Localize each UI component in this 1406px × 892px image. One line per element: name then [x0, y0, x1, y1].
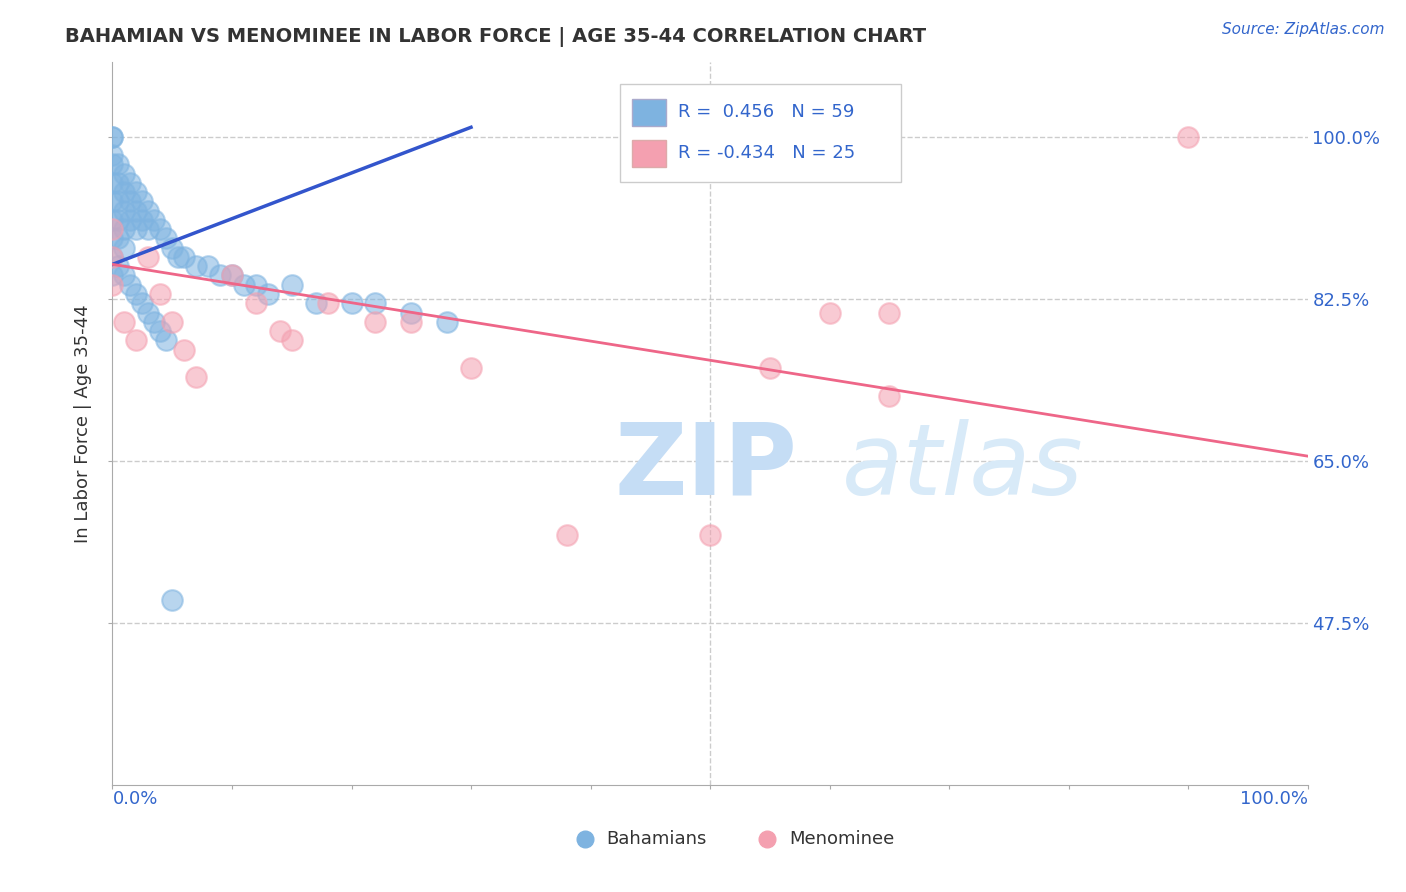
- Point: [101, 250, 124, 264]
- Point: [101, 176, 124, 190]
- Point: [101, 213, 124, 227]
- FancyBboxPatch shape: [620, 84, 901, 182]
- Point: [101, 268, 124, 283]
- Point: [101, 129, 124, 144]
- Point: [173, 343, 195, 357]
- Point: [114, 268, 135, 283]
- Bar: [633, 140, 666, 167]
- Point: [107, 259, 129, 273]
- Point: [143, 315, 166, 329]
- Point: [340, 296, 363, 310]
- Point: [173, 250, 195, 264]
- Point: [107, 231, 129, 245]
- Point: [818, 305, 841, 319]
- Point: [101, 129, 124, 144]
- Point: [114, 222, 135, 236]
- Point: [245, 277, 267, 292]
- Point: [401, 315, 423, 329]
- Point: [879, 305, 901, 319]
- Point: [460, 361, 482, 376]
- Point: [233, 277, 256, 292]
- Point: [125, 222, 148, 236]
- Text: Menominee: Menominee: [789, 830, 894, 848]
- Point: [101, 157, 124, 171]
- Point: [364, 315, 387, 329]
- Point: [138, 203, 160, 218]
- Point: [221, 268, 243, 283]
- Point: [186, 259, 208, 273]
- Point: [436, 315, 458, 329]
- Point: [101, 250, 124, 264]
- Point: [155, 231, 177, 245]
- Text: BAHAMIAN VS MENOMINEE IN LABOR FORCE | AGE 35-44 CORRELATION CHART: BAHAMIAN VS MENOMINEE IN LABOR FORCE | A…: [65, 27, 925, 46]
- Point: [101, 231, 124, 245]
- Point: [125, 287, 148, 301]
- Point: [759, 361, 782, 376]
- Point: [107, 194, 129, 209]
- Point: [364, 296, 387, 310]
- Point: [879, 389, 901, 403]
- Point: [245, 296, 267, 310]
- Point: [138, 222, 160, 236]
- Text: ZIP: ZIP: [614, 418, 797, 516]
- Point: [101, 148, 124, 162]
- Point: [143, 213, 166, 227]
- Point: [162, 592, 183, 607]
- Text: Source: ZipAtlas.com: Source: ZipAtlas.com: [1222, 22, 1385, 37]
- Point: [401, 305, 423, 319]
- Point: [120, 213, 142, 227]
- Point: [305, 296, 328, 310]
- Point: [107, 213, 129, 227]
- Text: atlas: atlas: [842, 418, 1083, 516]
- Point: [149, 222, 172, 236]
- Point: [107, 157, 129, 171]
- Point: [197, 259, 219, 273]
- Point: [316, 296, 339, 310]
- Point: [131, 194, 153, 209]
- Point: [555, 528, 578, 542]
- Point: [149, 287, 172, 301]
- Text: R = -0.434   N = 25: R = -0.434 N = 25: [678, 144, 855, 161]
- Point: [186, 370, 208, 384]
- Text: 100.0%: 100.0%: [1240, 789, 1308, 807]
- Point: [120, 194, 142, 209]
- Point: [114, 167, 135, 181]
- Point: [138, 305, 160, 319]
- Point: [114, 185, 135, 199]
- Point: [1177, 129, 1199, 144]
- Point: [101, 194, 124, 209]
- Point: [155, 334, 177, 348]
- Point: [281, 277, 304, 292]
- Point: [120, 277, 142, 292]
- Point: [167, 250, 190, 264]
- Point: [162, 315, 183, 329]
- Point: [221, 268, 243, 283]
- Point: [120, 176, 142, 190]
- Text: Bahamians: Bahamians: [606, 830, 706, 848]
- Point: [107, 176, 129, 190]
- Point: [125, 334, 148, 348]
- Point: [281, 334, 304, 348]
- Point: [125, 185, 148, 199]
- Point: [101, 222, 124, 236]
- Point: [125, 203, 148, 218]
- Point: [114, 203, 135, 218]
- Y-axis label: In Labor Force | Age 35-44: In Labor Force | Age 35-44: [75, 304, 93, 543]
- Point: [114, 315, 135, 329]
- Point: [269, 324, 291, 338]
- Bar: [633, 98, 666, 126]
- Point: [257, 287, 280, 301]
- Point: [138, 250, 160, 264]
- Point: [131, 213, 153, 227]
- Point: [114, 241, 135, 255]
- Point: [209, 268, 232, 283]
- Point: [131, 296, 153, 310]
- Text: R =  0.456   N = 59: R = 0.456 N = 59: [678, 103, 853, 120]
- Text: 0.0%: 0.0%: [112, 789, 157, 807]
- Point: [149, 324, 172, 338]
- Point: [162, 241, 183, 255]
- Point: [699, 528, 721, 542]
- Point: [101, 277, 124, 292]
